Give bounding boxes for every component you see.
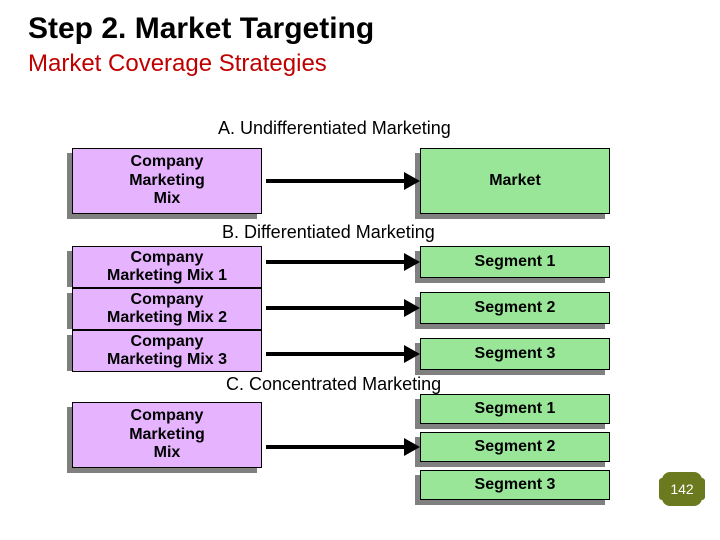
arrow [266,352,406,356]
arrow-head-icon [404,253,420,271]
section-b-heading: B. Differentiated Marketing [222,222,435,243]
section-a-right-box: Market [420,148,610,214]
box-label: Segment 2 [475,438,556,456]
section-b-left-box-3: Company Marketing Mix 3 [72,330,262,372]
box-label: Company Marketing Mix [129,407,205,462]
section-c-right-box-1: Segment 1 [420,394,610,424]
box-label: Company Marketing Mix 1 [107,249,227,286]
arrow-head-icon [404,345,420,363]
section-b-right-box-1: Segment 1 [420,246,610,278]
section-b-right-box-2: Segment 2 [420,292,610,324]
box-label: Company Marketing Mix 2 [107,291,227,328]
section-b-left-box-2: Company Marketing Mix 2 [72,288,262,330]
section-c-heading: C. Concentrated Marketing [226,374,441,395]
box-label: Company Marketing Mix [129,153,205,208]
box-label: Market [489,172,541,190]
section-a-left-box: Company Marketing Mix [72,148,262,214]
slide-subtitle: Market Coverage Strategies [28,50,327,78]
arrow [266,306,406,310]
section-c-left-box: Company Marketing Mix [72,402,262,468]
arrow [266,445,406,449]
box-label: Segment 3 [475,476,556,494]
section-b-left-box-1: Company Marketing Mix 1 [72,246,262,288]
slide-title: Step 2. Market Targeting [28,12,374,46]
section-a-heading: A. Undifferentiated Marketing [218,118,451,139]
box-label: Company Marketing Mix 3 [107,333,227,370]
arrow-head-icon [404,299,420,317]
section-b-right-box-3: Segment 3 [420,338,610,370]
box-label: Segment 3 [475,345,556,363]
slide: Step 2. Market Targeting Market Coverage… [0,0,720,540]
arrow [266,260,406,264]
section-c-right-box-3: Segment 3 [420,470,610,500]
section-c-right-box-2: Segment 2 [420,432,610,462]
box-label: Segment 1 [475,253,556,271]
page-number: 142 [670,481,693,497]
box-label: Segment 2 [475,299,556,317]
arrow-head-icon [404,438,420,456]
arrow [266,179,406,183]
arrow-head-icon [404,172,420,190]
page-number-badge: 142 [662,472,702,506]
box-label: Segment 1 [475,400,556,418]
